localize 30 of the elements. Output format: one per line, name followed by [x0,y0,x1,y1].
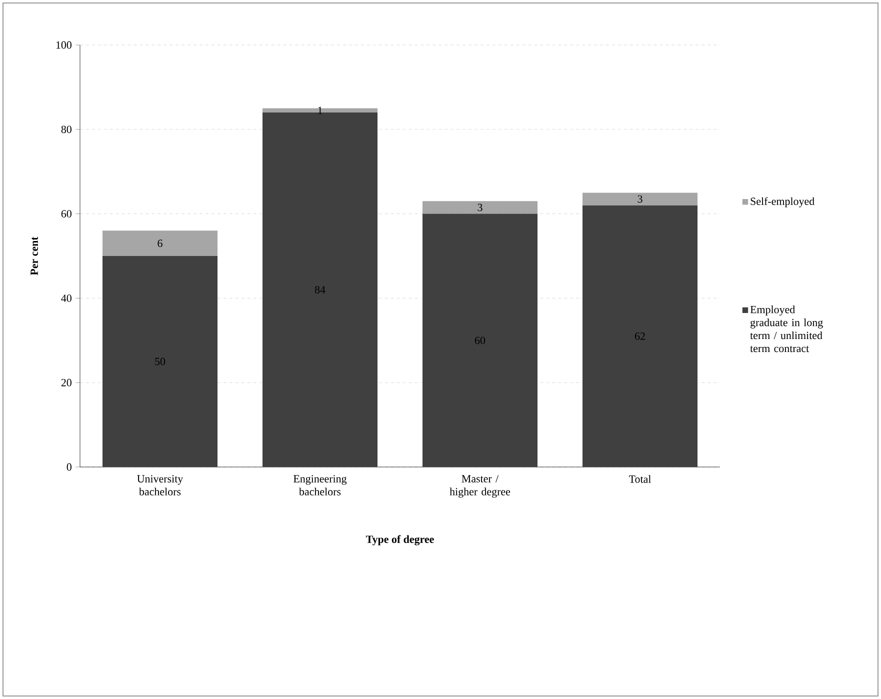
bar [262,112,378,467]
data-label: 3 [638,195,642,203]
bar [422,201,538,214]
data-label: 62 [634,332,645,340]
data-label: 84 [314,286,326,294]
x-tick-label: Engineering bachelors [294,475,347,496]
data-label: 60 [474,336,486,344]
y-tick-label: 40 [61,294,72,302]
x-tick-label: Master / higher degree [450,475,510,498]
y-tick-label: 60 [61,210,72,218]
data-label: 3 [478,204,482,212]
x-tick-label: University bachelors [137,475,184,496]
y-axis-title: Per cent [30,236,38,276]
y-tick-label: 0 [66,463,72,471]
data-label: 6 [158,240,162,248]
data-label: 1 [318,106,322,114]
bar [102,230,218,256]
x-axis-title: Type of degree [366,535,434,546]
legend-label: Employed graduate in long term / unlimited term contract [750,306,823,352]
legend-label: Self-employed [750,197,814,208]
y-tick-label: 20 [61,378,72,386]
bar [262,108,378,113]
y-tick-label: 80 [61,126,72,134]
bar [102,256,218,467]
bar [582,205,698,467]
x-tick-label: Total [629,475,651,483]
data-label: 50 [155,358,166,366]
bar [422,214,538,467]
y-tick-label: 100 [56,41,72,49]
bar [582,192,698,206]
